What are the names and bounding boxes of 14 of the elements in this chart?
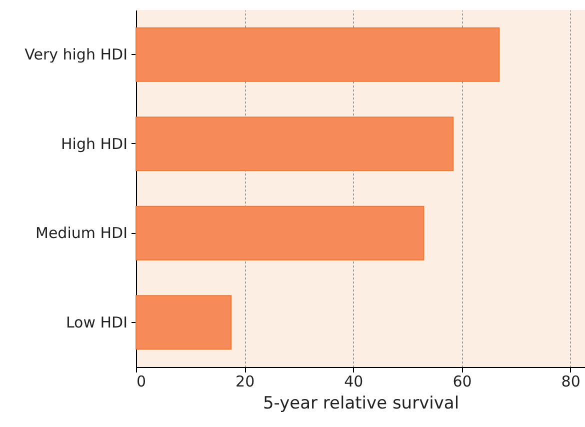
- bar: [136, 27, 500, 82]
- y-tick-label: Very high HDI: [24, 46, 128, 64]
- bar: [136, 116, 454, 172]
- x-tick-label: 20: [236, 372, 255, 390]
- bar: [136, 206, 424, 260]
- x-tick-label: 0: [136, 372, 146, 390]
- x-tick-label: 40: [344, 372, 364, 390]
- x-tick-label: 60: [452, 372, 472, 390]
- y-tick-label: Medium HDI: [36, 224, 128, 242]
- x-tick-label: 80: [561, 372, 580, 390]
- y-tick-label: High HDI: [61, 134, 128, 153]
- y-tick-label: Low HDI: [66, 313, 128, 332]
- bar: [136, 295, 232, 350]
- x-axis-title: 5-year relative survival: [262, 394, 460, 414]
